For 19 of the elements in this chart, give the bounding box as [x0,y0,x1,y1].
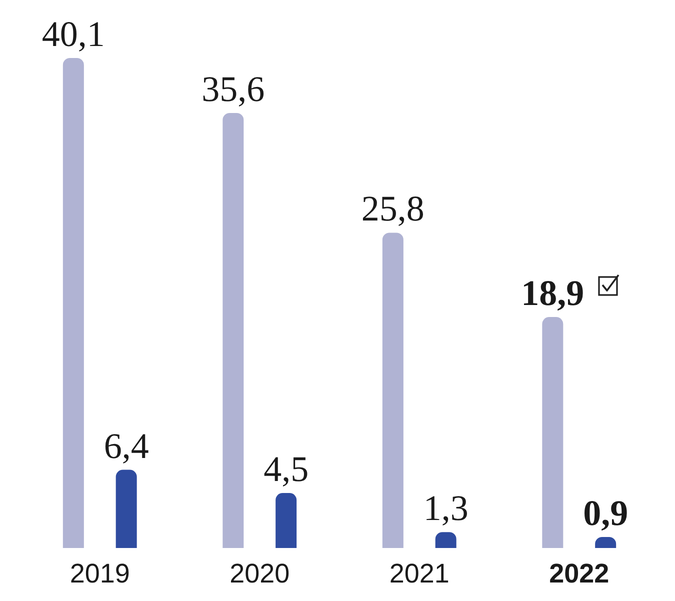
bar [276,493,297,548]
data-label: 35,6 [202,68,265,109]
data-label: 1,3 [423,488,468,528]
x-tick-label: 2020 [230,558,290,588]
bar [382,232,404,548]
data-label: 25,8 [361,188,424,229]
bar [542,317,564,548]
bar [62,58,84,548]
x-tick-label: 2022 [549,558,610,588]
bar [116,470,137,548]
x-tick-label: 2021 [389,558,450,588]
data-label: 18,9 [521,273,584,314]
data-label: 0,9 [583,493,628,534]
bar [222,112,244,548]
data-label: 6,4 [104,426,149,466]
data-label: 4,5 [264,449,309,490]
x-tick-label: 2019 [70,558,130,588]
data-label: 40,1 [42,14,105,54]
bar [435,532,456,548]
